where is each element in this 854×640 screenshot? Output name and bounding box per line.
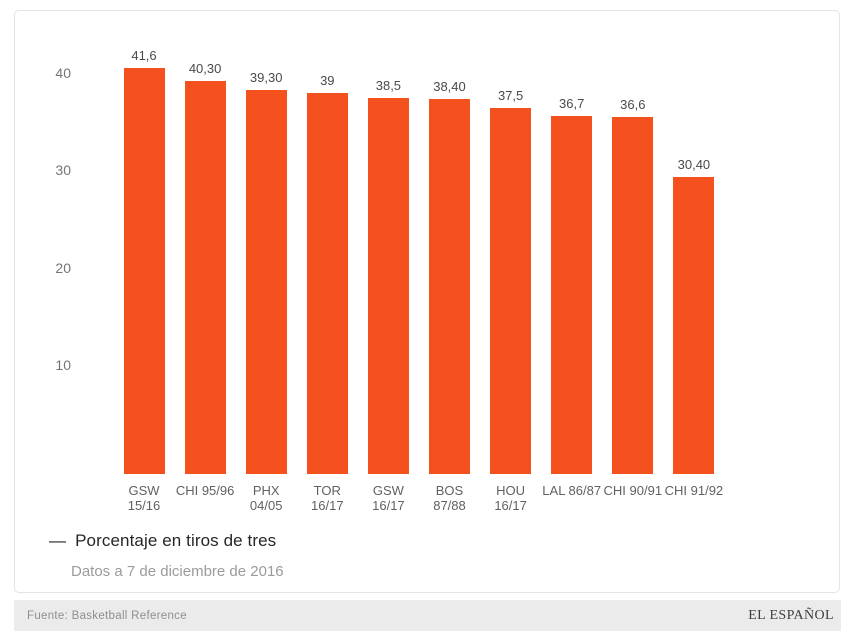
x-axis-label: CHI 91/92	[665, 483, 724, 498]
x-axis-label-line: GSW	[372, 483, 404, 498]
bar-value-label: 37,5	[497, 88, 524, 103]
bar-value-label: 39,30	[249, 70, 283, 86]
y-axis-tick: 20	[55, 259, 71, 276]
legend: — Porcentaje en tiros de tres	[49, 531, 276, 551]
plot-area: 41,6 GSW 15/16 40,30 CHI 95/96 39,30 PHX 04/05 3…	[15, 11, 839, 592]
x-axis-label-line: CHI 91/92	[664, 483, 724, 498]
y-axis-tick: 40	[55, 64, 71, 81]
y-axis-tick: 10	[55, 357, 71, 374]
x-axis-label: LAL 86/87	[542, 483, 601, 498]
x-axis-label-line: 16/17	[372, 498, 405, 513]
x-axis-label: CHI 95/96	[176, 483, 235, 498]
x-axis-label: TOR 16/17	[311, 483, 344, 513]
bar-value-label: 36,7	[559, 95, 585, 111]
x-axis-label-line: 15/16	[127, 498, 161, 513]
bar[interactable]	[245, 90, 287, 474]
bar[interactable]	[490, 108, 532, 474]
bar-value-label: 30,40	[677, 157, 711, 173]
x-axis-label-line: 04/05	[249, 498, 283, 513]
footer-bar: Fuente: Basketball Reference EL ESPAÑOL	[14, 600, 841, 631]
x-axis-label: BOS 87/88	[433, 483, 466, 513]
x-axis-label-line: HOU	[496, 483, 526, 498]
bar[interactable]	[612, 116, 654, 474]
bar[interactable]	[306, 93, 348, 474]
x-axis-label: CHI 90/91	[604, 483, 663, 498]
x-axis-label: HOU 16/17	[494, 483, 527, 513]
bar[interactable]	[184, 80, 226, 474]
chart-subtitle: Datos a 7 de diciembre de 2016	[71, 563, 284, 580]
bar[interactable]	[429, 99, 470, 474]
bar[interactable]	[673, 177, 715, 474]
bar-value-label: 38,40	[433, 79, 466, 95]
x-axis-label-line: 16/17	[311, 498, 344, 513]
x-axis-label: PHX 04/05	[250, 483, 283, 513]
bar[interactable]	[123, 67, 165, 474]
bar-value-label: 36,6	[620, 96, 646, 112]
x-axis-label-line: CHI 90/91	[603, 483, 663, 498]
x-axis-label-line: BOS	[435, 483, 464, 498]
bar[interactable]	[367, 98, 409, 474]
x-axis-label-line: GSW	[128, 483, 160, 498]
x-axis-label: GSW 15/16	[128, 483, 161, 513]
x-axis-label-line: PHX	[252, 483, 280, 498]
y-axis-tick: 30	[55, 162, 71, 179]
x-axis-label-line: 16/17	[494, 498, 527, 513]
bar-value-label: 38,5	[375, 78, 402, 94]
chart-card: 41,6 GSW 15/16 40,30 CHI 95/96 39,30 PHX 04/05 3…	[14, 10, 840, 593]
brand-logo: EL ESPAÑOL	[748, 607, 834, 623]
bar-value-label: 39	[320, 73, 335, 89]
x-axis-label: GSW 16/17	[372, 483, 405, 513]
bar-value-label: 41,6	[131, 47, 157, 63]
bar[interactable]	[551, 115, 593, 474]
legend-dash-icon: —	[49, 531, 67, 550]
x-axis-label-line: 87/88	[433, 498, 466, 513]
x-axis-label-line: TOR	[313, 483, 341, 498]
bar-value-label: 40,30	[188, 60, 222, 76]
legend-label: Porcentaje en tiros de tres	[75, 531, 277, 550]
source-text: Fuente: Basketball Reference	[27, 609, 187, 622]
x-axis-label-line: CHI 95/96	[175, 483, 235, 498]
x-axis-label-line: LAL 86/87	[542, 483, 602, 498]
